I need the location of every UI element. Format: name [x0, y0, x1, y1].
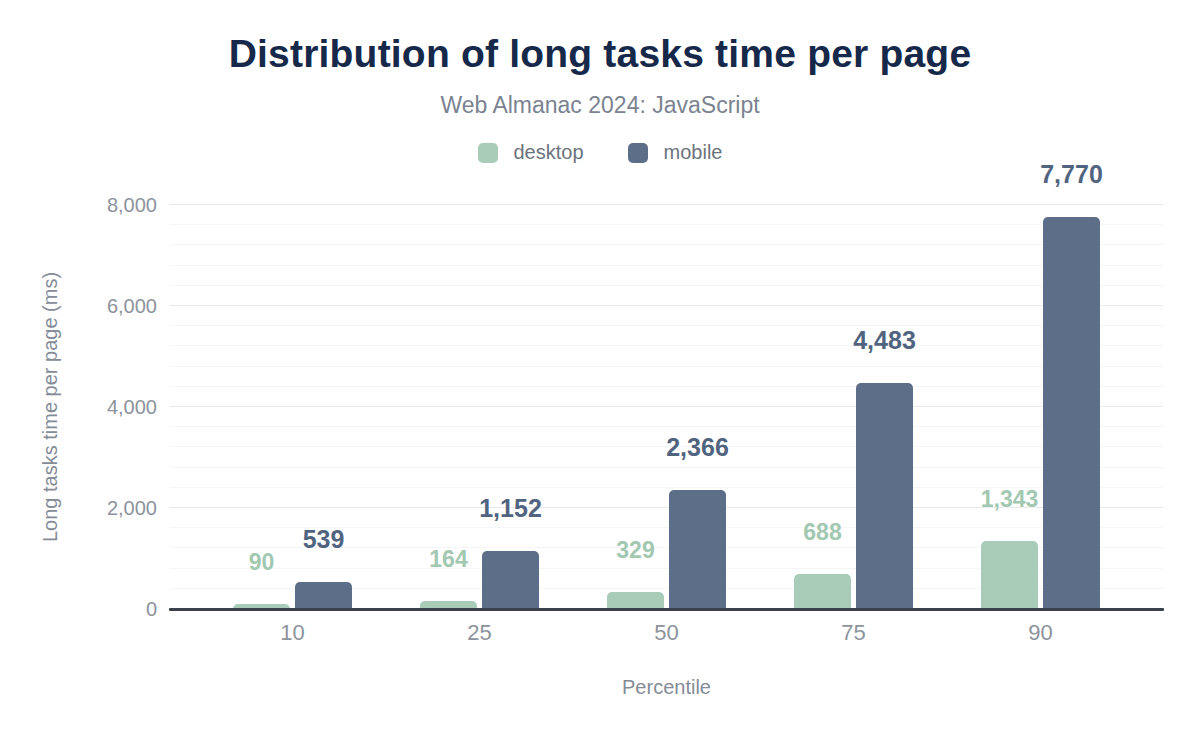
legend-swatch-mobile — [628, 143, 648, 163]
chart-title: Distribution of long tasks time per page — [0, 32, 1200, 76]
minor-gridline — [170, 244, 1163, 245]
y-tick-label: 6,000 — [107, 295, 157, 317]
plot-area: 02,0004,0006,0008,00090539101641,1522532… — [170, 205, 1163, 609]
value-label-desktop-p10: 90 — [249, 551, 275, 574]
bar-mobile-p90[interactable] — [1043, 217, 1100, 609]
legend-item-desktop[interactable]: desktop — [478, 141, 584, 164]
legend-label-desktop: desktop — [514, 141, 584, 164]
bar-mobile-p50[interactable] — [669, 490, 726, 609]
value-label-mobile-p50: 2,366 — [666, 435, 729, 460]
minor-gridline — [170, 366, 1163, 367]
minor-gridline — [170, 345, 1163, 346]
y-tick-label: 2,000 — [107, 497, 157, 519]
value-label-mobile-p90: 7,770 — [1040, 162, 1103, 187]
bar-desktop-p75[interactable] — [794, 574, 851, 609]
y-axis-title: Long tasks time per page (ms) — [39, 272, 62, 542]
minor-gridline — [170, 467, 1163, 468]
y-tick-label: 0 — [146, 598, 157, 620]
y-tick-label: 4,000 — [107, 396, 157, 418]
major-gridline — [170, 204, 1163, 205]
legend-item-mobile[interactable]: mobile — [628, 141, 723, 164]
x-tick-label-10: 10 — [280, 622, 304, 644]
chart-figure: Distribution of long tasks time per page… — [0, 0, 1200, 742]
x-axis-line — [169, 608, 1164, 611]
value-label-mobile-p25: 1,152 — [479, 496, 542, 521]
bar-mobile-p25[interactable] — [482, 551, 539, 609]
value-label-desktop-p50: 329 — [616, 539, 654, 562]
value-label-desktop-p75: 688 — [803, 521, 841, 544]
x-tick-label-75: 75 — [841, 622, 865, 644]
bar-mobile-p75[interactable] — [856, 383, 913, 609]
x-axis-title: Percentile — [170, 676, 1163, 699]
legend: desktop mobile — [0, 141, 1200, 164]
value-label-mobile-p10: 539 — [303, 527, 345, 552]
x-tick-label-25: 25 — [467, 622, 491, 644]
legend-swatch-desktop — [478, 143, 498, 163]
minor-gridline — [170, 386, 1163, 387]
major-gridline — [170, 305, 1163, 306]
x-tick-label-90: 90 — [1028, 622, 1052, 644]
chart-subtitle: Web Almanac 2024: JavaScript — [0, 92, 1200, 119]
bar-desktop-p90[interactable] — [981, 541, 1038, 609]
legend-label-mobile: mobile — [664, 141, 723, 164]
minor-gridline — [170, 265, 1163, 266]
minor-gridline — [170, 285, 1163, 286]
value-label-desktop-p25: 164 — [429, 548, 467, 571]
minor-gridline — [170, 426, 1163, 427]
bar-mobile-p10[interactable] — [295, 582, 352, 609]
value-label-mobile-p75: 4,483 — [853, 328, 916, 353]
value-label-desktop-p90: 1,343 — [981, 488, 1039, 511]
x-tick-label-50: 50 — [654, 622, 678, 644]
y-tick-label: 8,000 — [107, 194, 157, 216]
minor-gridline — [170, 325, 1163, 326]
major-gridline — [170, 406, 1163, 407]
minor-gridline — [170, 224, 1163, 225]
bar-desktop-p50[interactable] — [607, 592, 664, 609]
